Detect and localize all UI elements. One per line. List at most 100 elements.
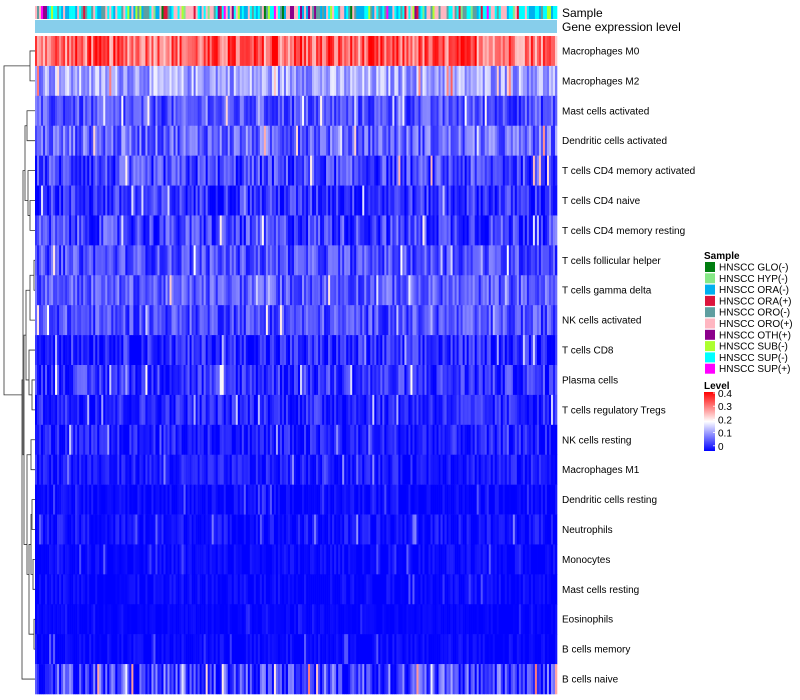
heatmap-cell bbox=[223, 514, 227, 545]
heatmap-cell bbox=[450, 454, 453, 485]
heatmap-cell bbox=[141, 185, 144, 216]
heatmap-cell bbox=[105, 544, 108, 575]
heatmap-cell bbox=[528, 245, 532, 276]
heatmap-cell bbox=[169, 36, 172, 67]
heatmap-cell bbox=[123, 424, 126, 456]
heatmap-cell bbox=[356, 185, 359, 216]
heatmap-cell bbox=[247, 36, 251, 67]
heatmap-cell bbox=[217, 36, 221, 67]
heatmap-cell bbox=[446, 514, 449, 545]
heatmap-cell bbox=[73, 36, 76, 67]
heatmap-cell bbox=[356, 394, 359, 426]
heatmap-cell bbox=[253, 394, 257, 426]
heatmap-cell bbox=[428, 125, 431, 156]
heatmap-cell bbox=[526, 36, 530, 67]
heatmap-cell bbox=[368, 95, 371, 127]
heatmap-cell bbox=[328, 275, 331, 306]
heatmap-cell bbox=[470, 484, 473, 515]
heatmap-cell bbox=[209, 275, 212, 306]
heatmap-cell bbox=[53, 215, 56, 246]
heatmap-cell bbox=[396, 185, 399, 216]
heatmap-cell bbox=[494, 245, 498, 276]
heatmap-cell bbox=[247, 215, 251, 246]
heatmap-cell bbox=[510, 454, 514, 485]
heatmap-cell bbox=[197, 155, 200, 186]
heatmap-cell bbox=[221, 36, 225, 67]
heatmap-cell bbox=[494, 95, 498, 127]
heatmap-cell bbox=[316, 514, 319, 545]
sample-annotation-cell bbox=[520, 6, 524, 19]
heatmap-cell bbox=[494, 125, 498, 156]
heatmap-cell bbox=[538, 544, 542, 575]
heatmap-cell bbox=[522, 215, 526, 246]
heatmap-cell bbox=[57, 155, 60, 186]
heatmap-cell bbox=[320, 365, 323, 396]
heatmap-cell bbox=[127, 95, 130, 127]
heatmap-cell bbox=[135, 544, 138, 575]
heatmap-cell bbox=[201, 95, 204, 127]
heatmap-cell bbox=[243, 155, 247, 186]
heatmap-cell bbox=[193, 95, 196, 127]
sample-annotation-cell bbox=[83, 6, 86, 19]
heatmap-cell bbox=[302, 514, 305, 545]
heatmap-cell bbox=[77, 365, 80, 396]
heatmap-cell bbox=[283, 454, 287, 485]
heatmap-cell bbox=[402, 125, 405, 156]
heatmap-cell bbox=[249, 125, 253, 156]
heatmap-cell bbox=[137, 155, 140, 186]
heatmap-cell bbox=[51, 215, 54, 246]
heatmap-cell bbox=[117, 514, 120, 545]
heatmap-cell bbox=[420, 514, 423, 545]
heatmap-cell bbox=[514, 125, 518, 156]
heatmap-cell bbox=[374, 454, 377, 485]
heatmap-cell bbox=[514, 275, 518, 306]
heatmap-cell bbox=[139, 185, 142, 216]
heatmap-cell bbox=[456, 65, 459, 97]
heatmap-cell bbox=[133, 574, 136, 605]
heatmap-cell bbox=[171, 484, 174, 515]
heatmap-cell bbox=[131, 125, 134, 156]
heatmap-cell bbox=[448, 36, 451, 67]
heatmap-cell bbox=[75, 365, 78, 396]
heatmap-cell bbox=[358, 125, 361, 156]
heatmap-cell bbox=[117, 484, 120, 515]
heatmap-cell bbox=[466, 454, 469, 485]
heatmap-cell bbox=[117, 125, 120, 156]
heatmap-cell bbox=[249, 36, 253, 67]
heatmap-cell bbox=[49, 125, 52, 156]
heatmap-cell bbox=[498, 394, 502, 426]
heatmap-cell bbox=[412, 95, 415, 127]
heatmap-cell bbox=[43, 215, 46, 246]
heatmap-cell bbox=[464, 275, 467, 306]
heatmap-cell bbox=[211, 454, 214, 485]
heatmap-cell bbox=[318, 65, 321, 97]
heatmap-cell bbox=[516, 185, 520, 216]
heatmap-cell bbox=[394, 125, 397, 156]
heatmap-cell bbox=[77, 514, 80, 545]
heatmap-cell bbox=[410, 125, 413, 156]
heatmap-cell bbox=[306, 36, 309, 67]
heatmap-cell bbox=[548, 394, 552, 426]
heatmap-cell bbox=[107, 574, 110, 605]
heatmap-cell bbox=[165, 95, 168, 127]
heatmap-cell bbox=[287, 544, 291, 575]
heatmap-cell bbox=[348, 394, 351, 426]
heatmap-cell bbox=[550, 215, 554, 246]
heatmap-cell bbox=[225, 365, 229, 396]
heatmap-cell bbox=[171, 335, 174, 366]
heatmap-cell bbox=[225, 454, 229, 485]
heatmap-cell bbox=[310, 365, 313, 396]
heatmap-cell bbox=[380, 65, 383, 97]
heatmap-cell bbox=[115, 574, 118, 605]
heatmap-cell bbox=[149, 305, 152, 336]
sample-annotation-cell bbox=[408, 6, 411, 19]
heatmap-cell bbox=[161, 95, 164, 127]
heatmap-cell bbox=[113, 454, 116, 485]
heatmap-cell bbox=[283, 125, 287, 156]
sample-annotation-cell bbox=[502, 6, 506, 19]
heatmap-cell bbox=[434, 125, 437, 156]
heatmap-cell bbox=[73, 185, 76, 216]
heatmap-cell bbox=[167, 65, 170, 97]
heatmap-cell bbox=[259, 454, 263, 485]
heatmap-cell bbox=[434, 215, 437, 246]
